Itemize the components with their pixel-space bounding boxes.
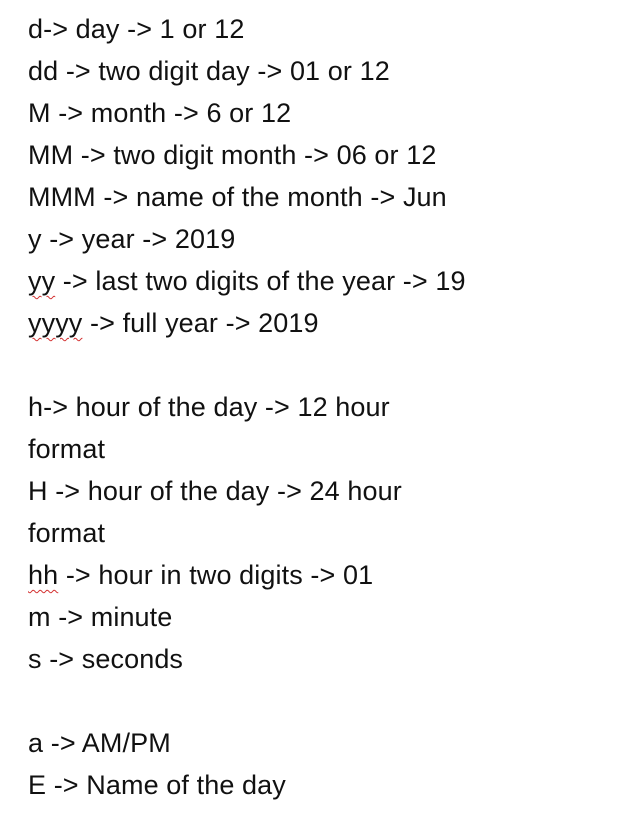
pattern-line-hh: hh -> hour in two digits -> 01 [28, 554, 628, 596]
blank-line [28, 344, 628, 386]
pattern-line-h: h-> hour of the day -> 12 hour [28, 386, 628, 428]
pattern-line-a: a -> AM/PM [28, 722, 628, 764]
pattern-description: -> full year -> 2019 [82, 308, 319, 338]
pattern-token: h [28, 392, 44, 422]
blank-line [28, 680, 628, 722]
pattern-token: m [28, 602, 51, 632]
pattern-line-yy: yy -> last two digits of the year -> 19 [28, 260, 628, 302]
pattern-line-d: d-> day -> 1 or 12 [28, 8, 628, 50]
pattern-description: -> year -> 2019 [41, 224, 236, 254]
pattern-line-yyyy: yyyy -> full year -> 2019 [28, 302, 628, 344]
pattern-description: -> minute [50, 602, 173, 632]
pattern-description: -> seconds [41, 644, 184, 674]
pattern-token: d [28, 14, 44, 44]
pattern-line-H-continued: format [28, 518, 106, 548]
pattern-token: E [28, 770, 47, 800]
pattern-description: -> hour of the day -> 24 hour [47, 476, 402, 506]
format-pattern-document: d-> day -> 1 or 12 dd -> two digit day -… [28, 8, 628, 806]
pattern-line-s: s -> seconds [28, 638, 628, 680]
pattern-description: -> two digit day -> 01 or 12 [58, 56, 390, 86]
pattern-token: M [28, 98, 51, 128]
pattern-token-spellcheck: yyyy [28, 308, 83, 338]
pattern-description: -> Name of the day [46, 770, 286, 800]
pattern-line-H: H -> hour of the day -> 24 hour [28, 470, 628, 512]
pattern-line-y: y -> year -> 2019 [28, 218, 628, 260]
pattern-token-spellcheck: yy [28, 266, 56, 296]
pattern-description: -> day -> 1 or 12 [43, 14, 245, 44]
pattern-token: y [28, 224, 42, 254]
pattern-line-m: m -> minute [28, 596, 628, 638]
pattern-line-E: E -> Name of the day [28, 764, 628, 806]
pattern-line-M: M -> month -> 6 or 12 [28, 92, 628, 134]
pattern-description: -> hour of the day -> 12 hour [43, 392, 390, 422]
pattern-token: s [28, 644, 42, 674]
pattern-line-h-continued: format [28, 434, 106, 464]
pattern-token: H [28, 476, 48, 506]
pattern-token: MMM [28, 182, 96, 212]
pattern-token: a [28, 728, 44, 758]
pattern-description: -> last two digits of the year -> 19 [55, 266, 466, 296]
pattern-description: -> hour in two digits -> 01 [58, 560, 374, 590]
pattern-token-spellcheck: hh [28, 560, 59, 590]
pattern-line-dd: dd -> two digit day -> 01 or 12 [28, 50, 628, 92]
pattern-token: dd [28, 56, 59, 86]
pattern-description: -> two digit month -> 06 or 12 [73, 140, 437, 170]
pattern-description: -> name of the month -> Jun [95, 182, 447, 212]
pattern-description: -> AM/PM [43, 728, 171, 758]
pattern-description: -> month -> 6 or 12 [50, 98, 292, 128]
pattern-line-MMM: MMM -> name of the month -> Jun [28, 176, 628, 218]
pattern-line-MM: MM -> two digit month -> 06 or 12 [28, 134, 628, 176]
pattern-token: MM [28, 140, 74, 170]
